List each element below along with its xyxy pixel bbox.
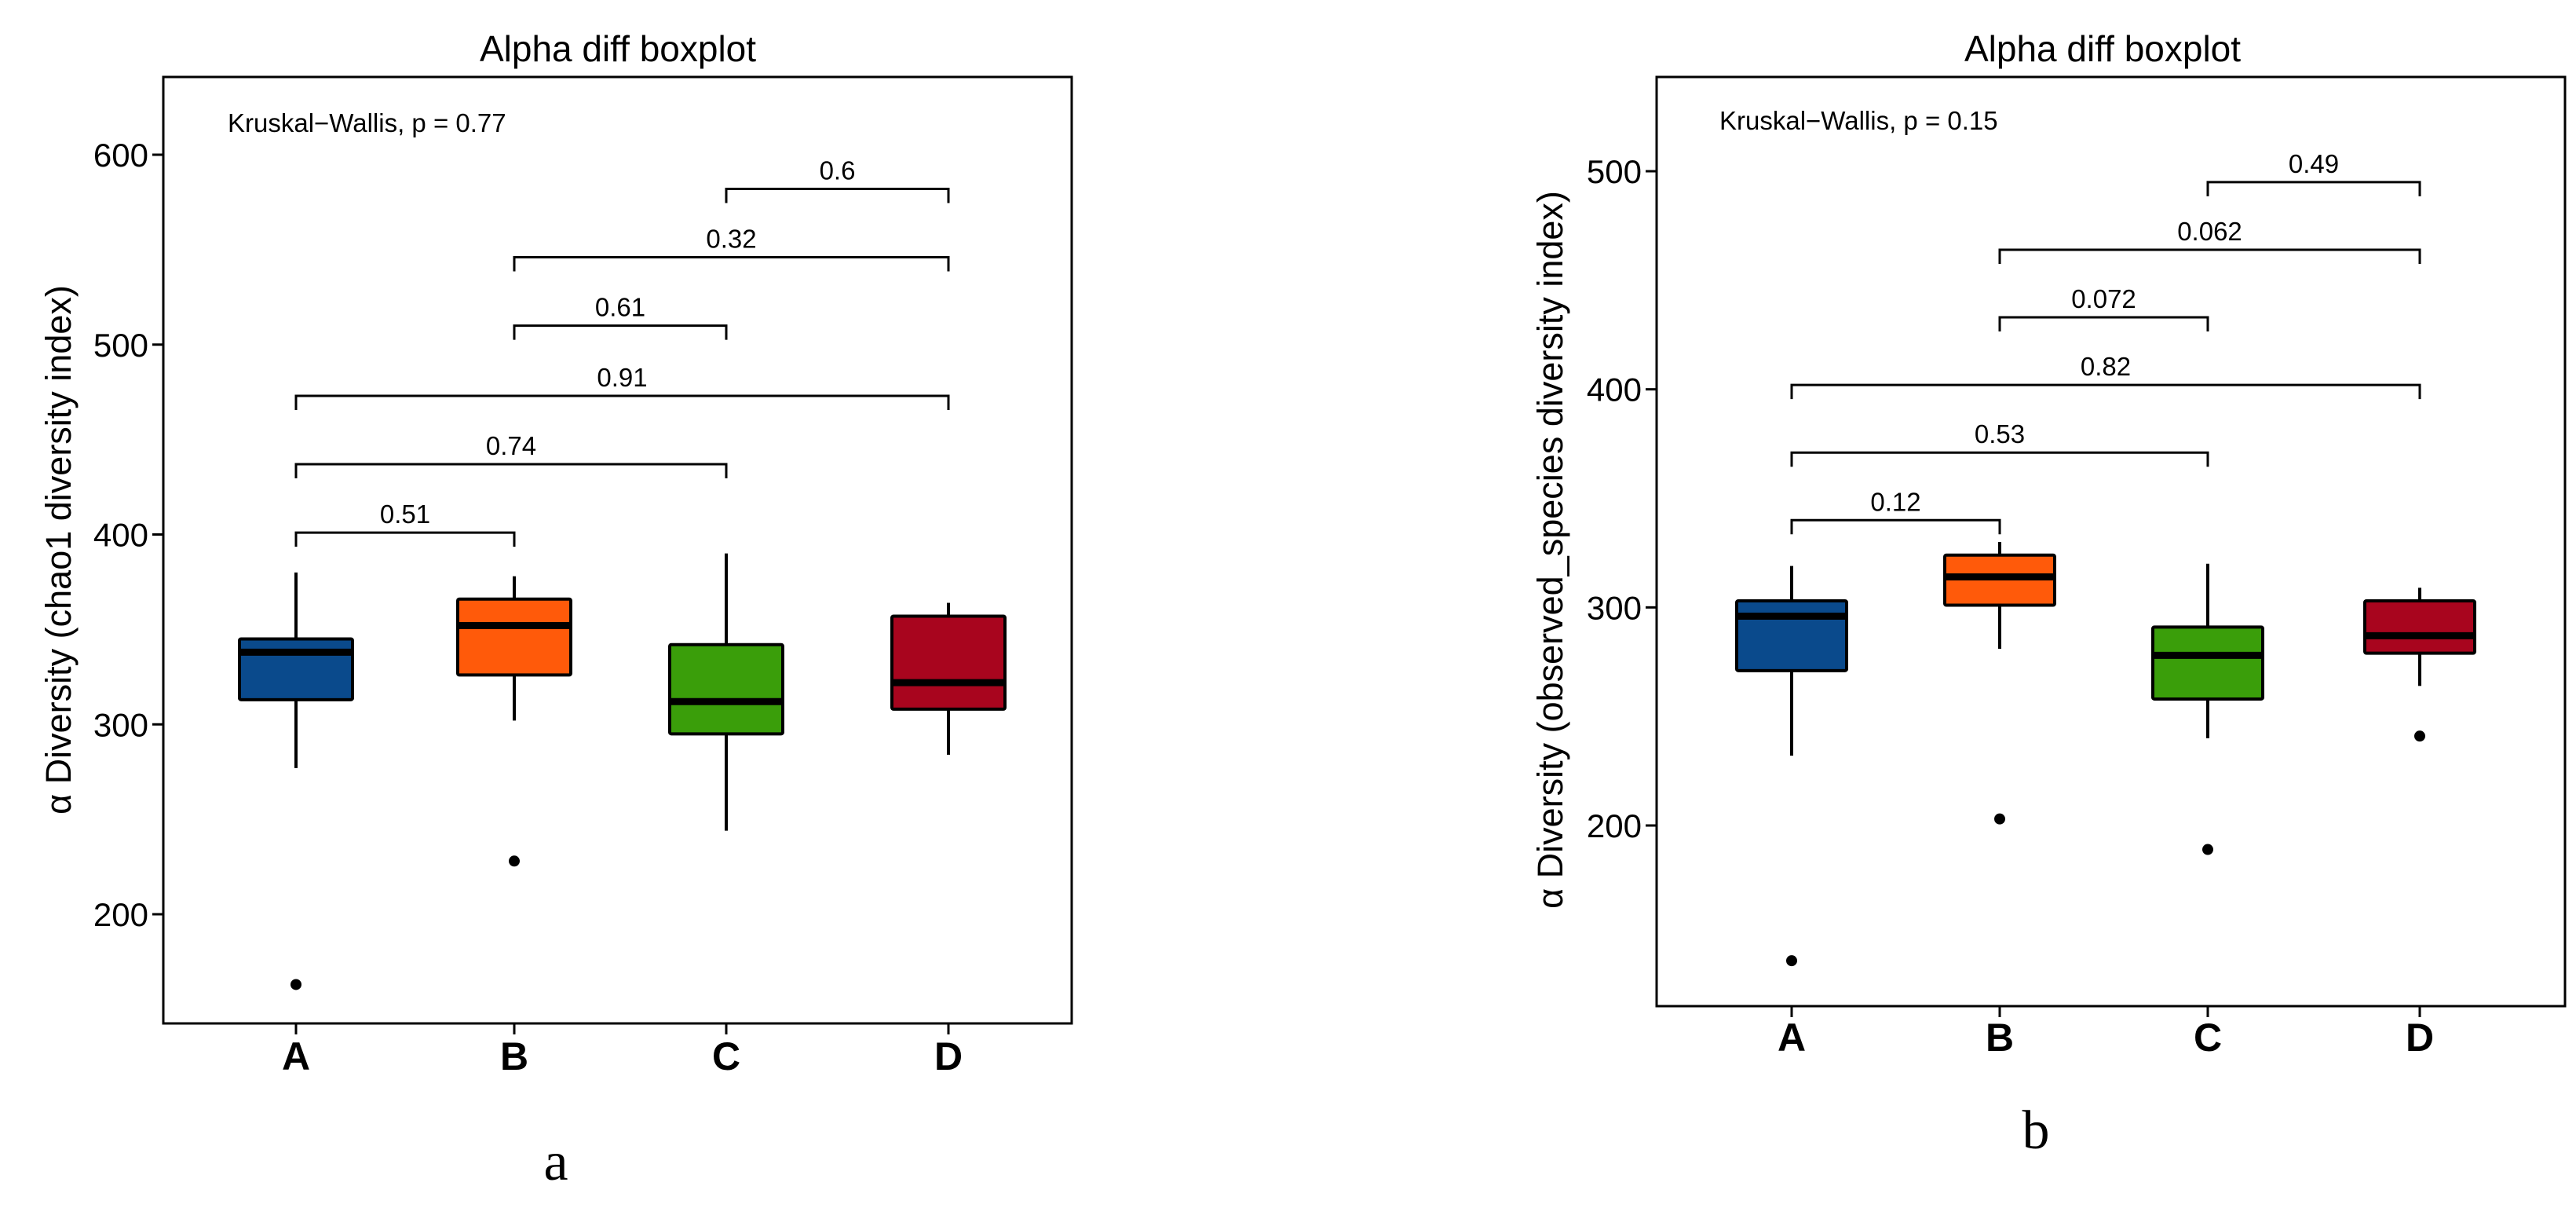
panel-b-comparisons: 0.12 0.53 0.82 0.072 0.062 0.49	[1790, 149, 2421, 535]
outlier-point	[1786, 955, 1797, 967]
panel-b-xtick: D	[2406, 1016, 2434, 1060]
panel-a-comparisons: 0.51 0.74 0.91 0.61 0.32 0.6	[294, 156, 950, 547]
panel-a-title: Alpha diff boxplot	[480, 28, 756, 69]
panel-a-ytick: 600	[93, 137, 148, 174]
box-body	[238, 637, 354, 701]
panel-a-xtick: B	[500, 1034, 528, 1078]
comparison-bracket	[1790, 451, 2209, 467]
panel-a-xtick: D	[934, 1034, 963, 1078]
panel-a-xtick: A	[282, 1034, 310, 1078]
panel-b-boxes	[1735, 542, 2476, 967]
outlier-point	[1994, 813, 2005, 825]
panel-b-xtick: B	[1986, 1016, 2014, 1060]
panel-b-p-value: 0.53	[1975, 419, 2025, 448]
panel-a-xtick: C	[712, 1034, 740, 1078]
comparison-bracket	[1998, 316, 2209, 332]
box-body	[2363, 599, 2476, 655]
panel-a-ytick: 400	[93, 517, 148, 554]
panel-b: Alpha diff boxplot Kruskal−Wallis, p = 0…	[1530, 28, 2567, 1161]
box-b	[1943, 542, 2056, 825]
panel-b-p-value: 0.12	[1870, 487, 1920, 516]
panel-b-xtick: A	[1778, 1016, 1806, 1060]
comparison-bracket	[513, 256, 950, 272]
panel-a: Alpha diff boxplot Kruskal−Wallis, p = 0…	[38, 28, 1073, 1192]
panel-b-title: Alpha diff boxplot	[1964, 28, 2241, 69]
panel-a-plot-area	[162, 75, 1073, 1025]
box-body	[890, 614, 1007, 711]
box-c	[668, 553, 784, 831]
panel-b-p-value: 0.062	[2177, 217, 2242, 246]
comparison-bracket	[513, 324, 728, 340]
panel-a-p-value: 0.6	[820, 156, 856, 185]
box-body	[668, 642, 784, 736]
comparison-bracket	[1790, 518, 2001, 535]
comparison-bracket	[1998, 248, 2421, 264]
panel-b-y-axis-label: α Diversity (observed_species diversity …	[1530, 191, 1570, 909]
panel-a-label: a	[543, 1132, 568, 1192]
panel-b-p-value: 0.072	[2071, 284, 2136, 313]
panel-a-x-ticks: A B C D	[282, 1023, 963, 1078]
panel-b-p-value: 0.82	[2081, 352, 2131, 381]
panel-b-ytick: 300	[1587, 589, 1642, 626]
comparison-bracket	[294, 394, 950, 411]
box-a	[1735, 566, 1848, 967]
outlier-point	[2414, 730, 2425, 742]
box-d	[2363, 588, 2476, 742]
panel-a-ytick: 500	[93, 327, 148, 364]
box-b	[456, 576, 572, 867]
box-body	[1735, 599, 1848, 672]
comparison-bracket	[2206, 181, 2421, 196]
comparison-bracket	[725, 188, 950, 203]
panel-b-x-ticks: A B C D	[1778, 1006, 2434, 1060]
panel-a-p-value: 0.51	[380, 500, 430, 529]
box-d	[890, 602, 1007, 755]
panel-a-ytick: 300	[93, 706, 148, 743]
outlier-point	[2202, 844, 2213, 855]
comparison-bracket	[294, 463, 728, 479]
panel-b-ytick: 400	[1587, 372, 1642, 408]
panel-b-kruskal-annotation: Kruskal−Wallis, p = 0.15	[1719, 106, 1998, 135]
comparison-bracket	[1790, 383, 2421, 400]
panel-a-p-value: 0.61	[595, 293, 645, 322]
panel-a-boxes	[238, 553, 1007, 990]
outlier-point	[509, 855, 520, 867]
panel-a-p-value: 0.32	[706, 225, 756, 254]
panel-b-y-ticks: 200 300 400 500	[1587, 153, 1657, 844]
panel-a-p-value: 0.91	[597, 363, 647, 392]
box-a	[238, 572, 354, 990]
panel-a-y-axis-label: α Diversity (chao1 diversity index)	[38, 285, 79, 814]
panel-a-p-value: 0.74	[486, 431, 536, 460]
panel-a-ytick: 200	[93, 896, 148, 933]
comparison-bracket	[294, 531, 516, 547]
panel-b-label: b	[2022, 1100, 2050, 1161]
panel-b-ytick: 200	[1587, 807, 1642, 844]
outlier-point	[290, 979, 301, 990]
box-body	[456, 597, 572, 677]
panel-b-plot-area	[1655, 75, 2567, 1008]
box-body	[2151, 625, 2264, 701]
panel-a-kruskal-annotation: Kruskal−Wallis, p = 0.77	[228, 108, 506, 137]
panel-b-ytick: 500	[1587, 153, 1642, 190]
panel-b-p-value: 0.49	[2289, 149, 2339, 178]
panel-b-xtick: C	[2194, 1016, 2222, 1060]
box-c	[2151, 563, 2264, 855]
panel-a-y-ticks: 200 300 400 500 600	[93, 137, 163, 933]
